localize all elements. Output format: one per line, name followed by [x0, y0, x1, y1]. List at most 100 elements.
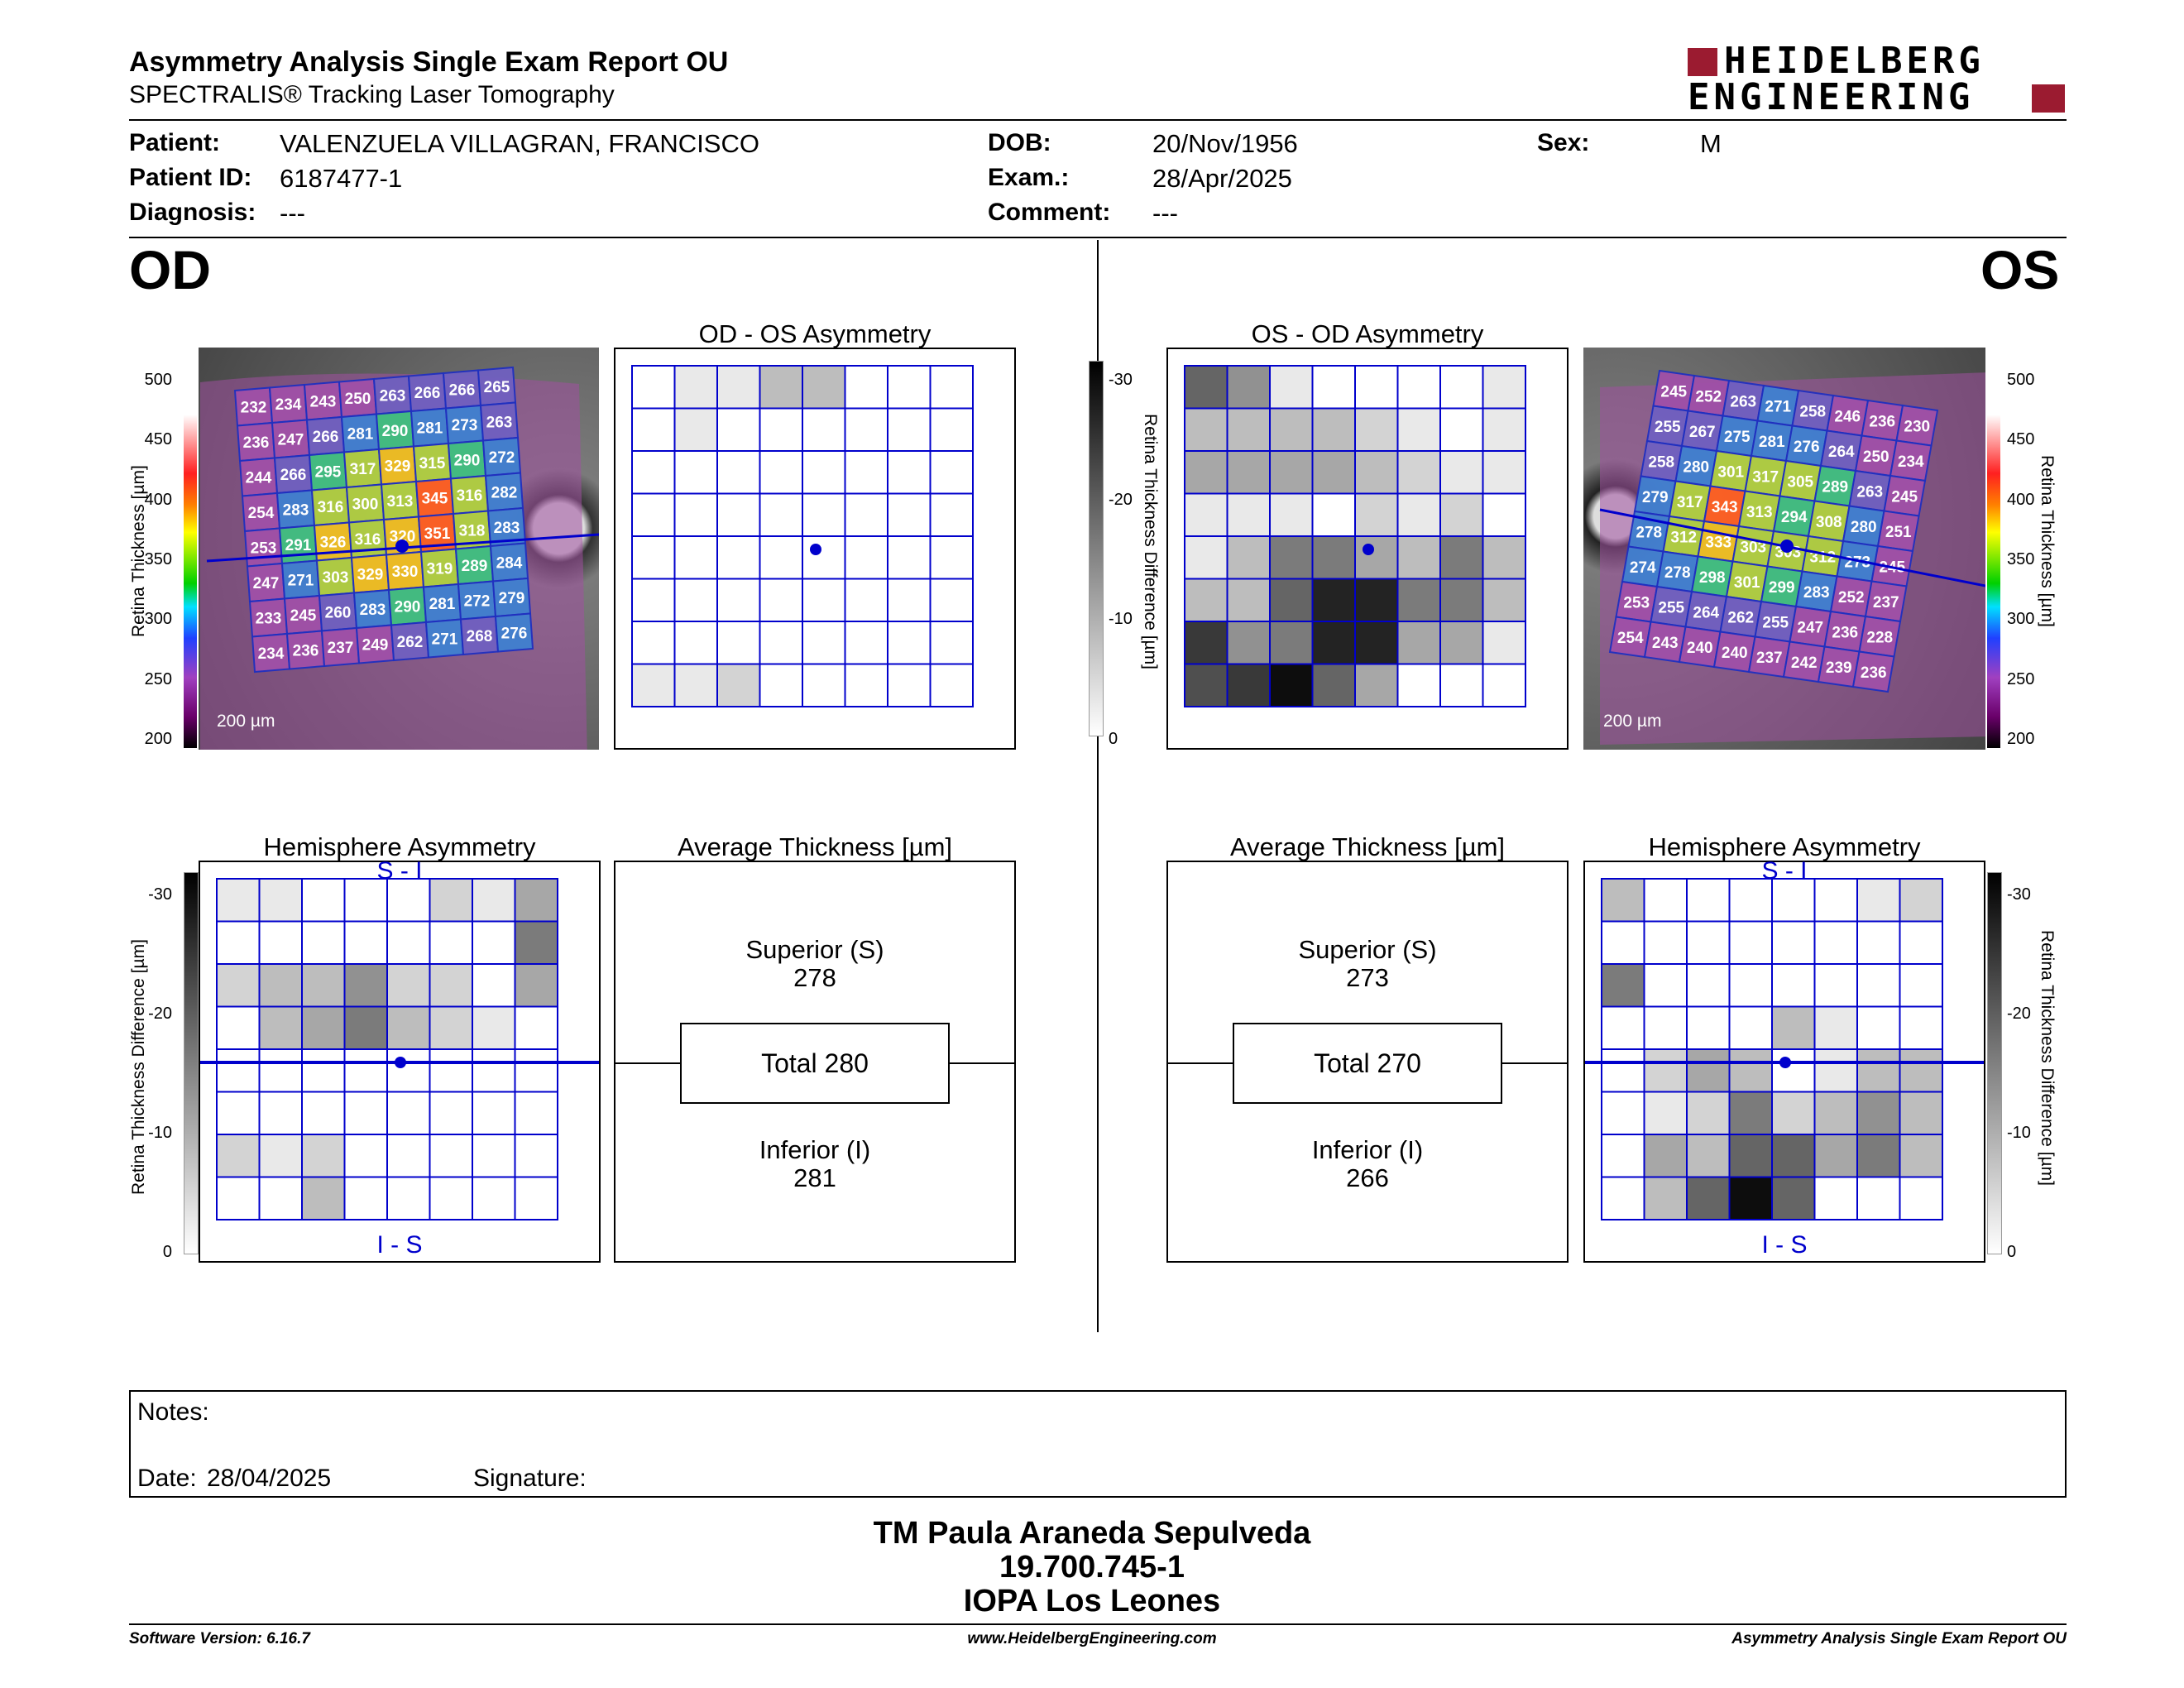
od-hemi-cell — [216, 1048, 261, 1093]
os-asym-cell — [1396, 492, 1441, 537]
os-hemi-cell — [1813, 1005, 1858, 1050]
od-thickness-value: 281 — [417, 420, 443, 438]
os-asym-cell — [1269, 578, 1314, 622]
diagnosis-value: --- — [280, 199, 305, 228]
os-thickness-value: 333 — [1705, 534, 1731, 551]
os-asym-cell — [1311, 621, 1356, 665]
os-thickness-value: 245 — [1891, 488, 1918, 506]
logo-red-square-top — [1688, 48, 1717, 76]
od-asym-cell — [673, 663, 718, 707]
os-thickness-value: 247 — [1797, 619, 1823, 636]
od-asym-cell — [759, 365, 803, 410]
od-hemi-cell — [386, 963, 431, 1008]
os-asym-cell — [1482, 450, 1526, 495]
od-thickness-value: 351 — [424, 525, 451, 543]
os-hemi-cell — [1771, 963, 1816, 1008]
signature-field[interactable] — [599, 1461, 1178, 1493]
os-hemi-cell — [1643, 1134, 1688, 1178]
os-hemi-cell — [1771, 1134, 1816, 1178]
os-asym-cell — [1439, 450, 1484, 495]
od-thickness-value: 247 — [253, 575, 280, 592]
os-asym-cell — [1439, 365, 1484, 410]
sex-label: Sex: — [1537, 129, 1590, 156]
od-asym-cell — [929, 621, 974, 665]
od-hemi-cell — [216, 1091, 261, 1135]
od-hemi-cell — [472, 1005, 516, 1050]
od-hemi-cell — [429, 1134, 473, 1178]
os-hemi-grid — [1601, 878, 1943, 1220]
logo-red-square-bottom — [2032, 84, 2065, 113]
os-hemi-cell — [1856, 1048, 1901, 1093]
od-colorbar-tick-label: 400 — [144, 490, 172, 509]
os-colorbar-tick-label: 200 — [2007, 730, 2035, 748]
os-thickness-value: 263 — [1730, 393, 1756, 410]
website-link[interactable]: www.HeidelbergEngineering.com — [967, 1630, 1217, 1647]
os-thickness-value: 236 — [1869, 413, 1895, 430]
os-fundus-image: 245 252 263 271 258 246 236 230 255 267 275 281 276 2… — [1583, 348, 1985, 750]
os-hemi-cell — [1813, 878, 1858, 923]
os-hemi-cell — [1813, 963, 1858, 1008]
os-thickness-value: 313 — [1746, 504, 1773, 521]
od-asym-cell — [759, 407, 803, 452]
os-thickness-value: 258 — [1799, 403, 1826, 420]
od-thickness-value: 316 — [318, 499, 344, 516]
od-thickness-value: 237 — [328, 640, 354, 657]
os-thickness-value: 242 — [1791, 655, 1818, 672]
od-scale-bar: 200 µm — [217, 712, 275, 731]
os-thickness-value: 230 — [1904, 418, 1930, 435]
od-hemi-cell — [216, 1176, 261, 1220]
os-asym-cell — [1482, 407, 1526, 452]
od-thickness-value: 268 — [467, 628, 493, 645]
os-thickness-map: 245 252 263 271 258 246 236 230 255 267 275 281 276 2… — [1599, 369, 1985, 745]
od-thickness-value: 232 — [241, 400, 267, 417]
os-thickness-value: 301 — [1717, 463, 1744, 481]
os-hemi-cell — [1686, 920, 1731, 965]
od-thickness-value: 271 — [288, 573, 314, 590]
diagnosis-label: Diagnosis: — [129, 199, 256, 226]
od-asym-cell — [929, 535, 974, 580]
od-hemi-cell — [301, 1048, 346, 1093]
os-hemi-cell — [1686, 1005, 1731, 1050]
os-thickness-colorbar — [1987, 356, 2000, 748]
os-thickness-value: 251 — [1885, 524, 1912, 541]
od-thickness-value: 253 — [251, 540, 277, 558]
os-thickness-value: 299 — [1769, 579, 1795, 597]
od-colorbar-tick-label: 450 — [144, 430, 172, 449]
os-asym-cell — [1311, 450, 1356, 495]
os-thickness-value: 274 — [1630, 559, 1656, 577]
os-superior-value: 273 — [1346, 963, 1389, 992]
od-asym-center-marker — [810, 544, 821, 555]
os-hemi-cell — [1728, 920, 1773, 965]
os-thickness-value: 255 — [1655, 419, 1681, 436]
od-hemi-title: Hemisphere Asymmetry — [263, 832, 536, 861]
od-asym-cell — [673, 450, 718, 495]
report-title: Asymmetry Analysis Single Exam Report OU — [129, 46, 729, 78]
footer-report-name: Asymmetry Analysis Single Exam Report OU — [1731, 1630, 2067, 1647]
od-hemi-cell — [472, 1176, 516, 1220]
os-inferior-label: Inferior (I) — [1311, 1135, 1424, 1164]
os-hemi-cell — [1643, 1048, 1688, 1093]
od-thickness-value: 247 — [278, 432, 304, 449]
os-asym-cell — [1439, 407, 1484, 452]
od-thickness-value: 272 — [464, 593, 491, 611]
os-asym-diff-tick-label: -10 — [1109, 610, 1133, 629]
os-asym-cell — [1311, 407, 1356, 452]
notes-date[interactable]: 28/04/2025 — [207, 1465, 332, 1492]
os-asym-cell — [1311, 663, 1356, 707]
od-hemi-cell — [472, 1048, 516, 1093]
os-thickness-value: 234 — [1898, 453, 1924, 471]
os-hemi-top-label: S - I — [1761, 857, 1808, 885]
od-thickness-value: 316 — [355, 531, 381, 549]
os-avg-midline-right — [1501, 1062, 1567, 1064]
os-asym-cell — [1311, 492, 1356, 537]
os-thickness-value: 250 — [1863, 448, 1889, 466]
os-asym-diff-label: Retina Thickness Difference [µm] — [1141, 414, 1160, 669]
od-hemi-cell — [386, 1091, 431, 1135]
od-hemi-cell — [514, 878, 558, 923]
od-asym-cell — [631, 407, 676, 452]
os-asym-cell — [1354, 407, 1399, 452]
od-thickness-value: 295 — [315, 464, 342, 482]
od-diff-tick-label: -20 — [148, 1005, 172, 1023]
os-hemi-cell — [1728, 1005, 1773, 1050]
od-asym-cell — [716, 365, 761, 410]
